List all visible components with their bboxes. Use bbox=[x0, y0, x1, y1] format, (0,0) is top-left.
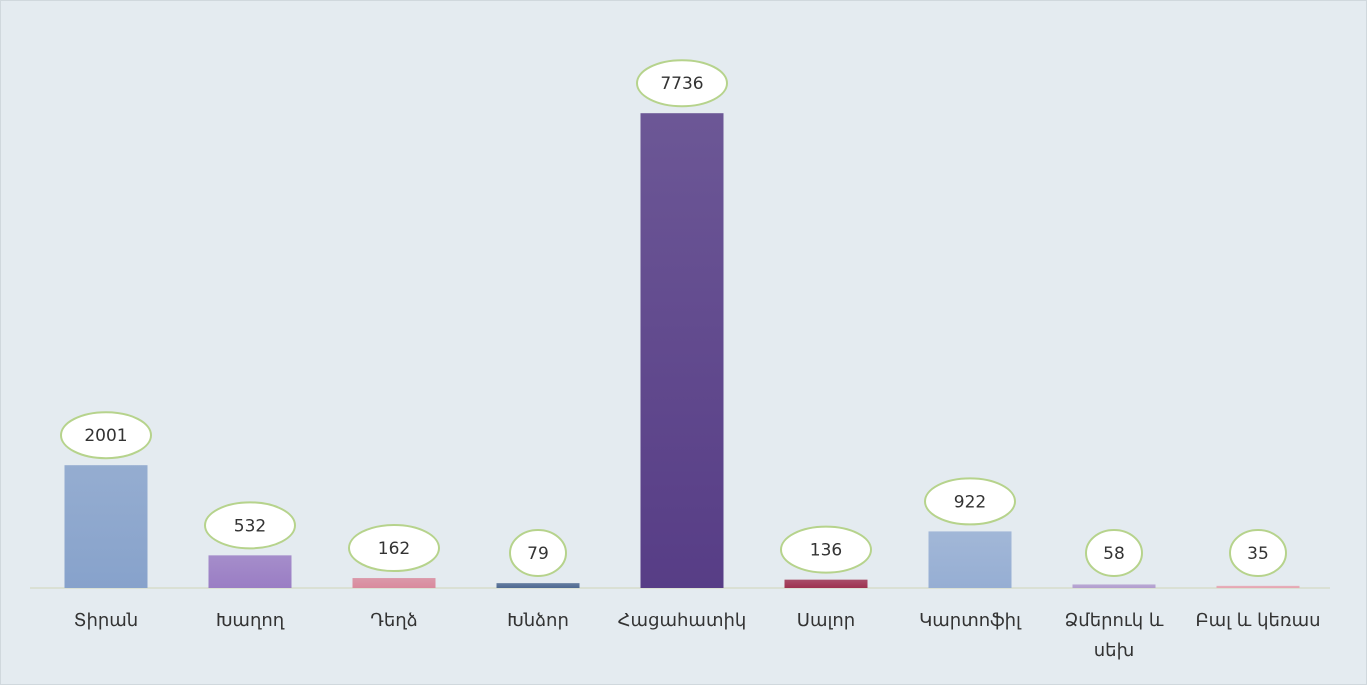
value-label-bubble bbox=[636, 59, 728, 108]
value-label-bubble bbox=[204, 501, 296, 550]
value-label: 532 bbox=[234, 516, 266, 536]
bar bbox=[784, 579, 868, 588]
value-label-bubble bbox=[60, 411, 152, 460]
x-tick-label: Կարտոֆիլ bbox=[919, 610, 1021, 631]
bar bbox=[640, 113, 724, 588]
x-tick-label: Ձմերուկ և սեխ bbox=[1064, 610, 1164, 661]
value-label-bubble bbox=[780, 525, 872, 574]
value-label: 2001 bbox=[84, 426, 127, 446]
x-tick-label: Տիրան bbox=[73, 610, 139, 631]
value-label: 162 bbox=[378, 539, 410, 559]
value-label-bubble bbox=[1229, 529, 1287, 577]
value-label: 7736 bbox=[660, 74, 703, 94]
x-tick-label: Բալ և կեռաս bbox=[1195, 610, 1321, 631]
value-label: 922 bbox=[954, 492, 986, 512]
x-tick-label: Դեղձ bbox=[370, 610, 418, 631]
value-label-bubble bbox=[1085, 529, 1143, 577]
bar bbox=[928, 531, 1012, 588]
value-label: 35 bbox=[1247, 544, 1269, 564]
value-label: 58 bbox=[1103, 544, 1125, 564]
x-tick-label: Սալոր bbox=[796, 610, 856, 631]
bar bbox=[64, 465, 148, 588]
value-label-bubble bbox=[924, 477, 1016, 526]
bar bbox=[208, 555, 292, 588]
bar bbox=[1072, 584, 1156, 588]
bar bbox=[1216, 585, 1300, 588]
value-label-bubble bbox=[509, 529, 567, 577]
x-tick-label: Խնձոր bbox=[507, 610, 569, 631]
x-tick-label: Հացահատիկ bbox=[617, 610, 747, 631]
value-label: 136 bbox=[810, 541, 842, 561]
bar bbox=[352, 578, 436, 588]
x-tick-label: Խաղող bbox=[215, 610, 285, 631]
value-label-bubble bbox=[348, 524, 440, 573]
value-label: 79 bbox=[527, 544, 549, 564]
bar bbox=[496, 583, 580, 588]
